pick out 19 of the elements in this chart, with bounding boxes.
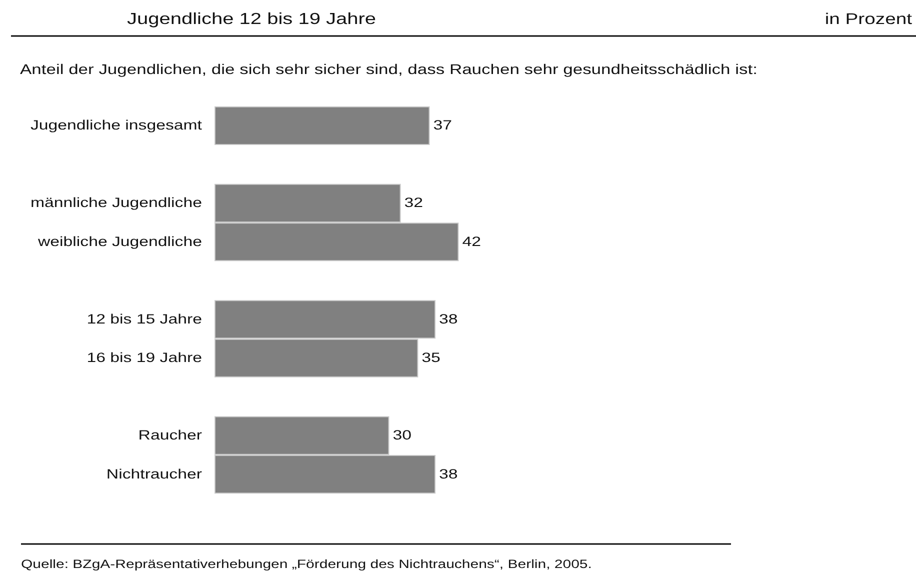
y-tick-label: 16 bis 19 Jahre [86, 350, 202, 366]
data-label: 38 [439, 466, 458, 482]
y-tick-label: Raucher [138, 428, 202, 444]
chart-subtitle: Anteil der Jugendlichen, die sich sehr sicher sind, dass Rauchen sehr gesundheitsschädlich ist: [20, 62, 758, 78]
data-label: 42 [462, 234, 481, 250]
data-label: 32 [404, 196, 424, 211]
data-label: 35 [422, 350, 440, 366]
data-label: 30 [392, 428, 412, 444]
chart-title: Jugendliche 12 bis 19 Jahre [127, 10, 376, 28]
y-tick-label: 12 bis 15 Jahre [86, 312, 202, 327]
data-label: 37 [433, 118, 452, 134]
y-tick-label: männliche Jugendliche [30, 196, 202, 211]
y-tick-label: weibliche Jugendliche [36, 234, 202, 250]
y-tick-label: Jugendliche insgesamt [30, 118, 203, 134]
source-note: Quelle: BZgA-Repräsentativerhebungen „Förderung des Nichtrauchens“, Berlin, 2005. [21, 557, 592, 571]
text: in Prozent [824, 10, 912, 28]
bar [214, 106, 430, 145]
y-tick-label: Nichtraucher [106, 466, 202, 482]
data-label: 38 [439, 312, 458, 327]
